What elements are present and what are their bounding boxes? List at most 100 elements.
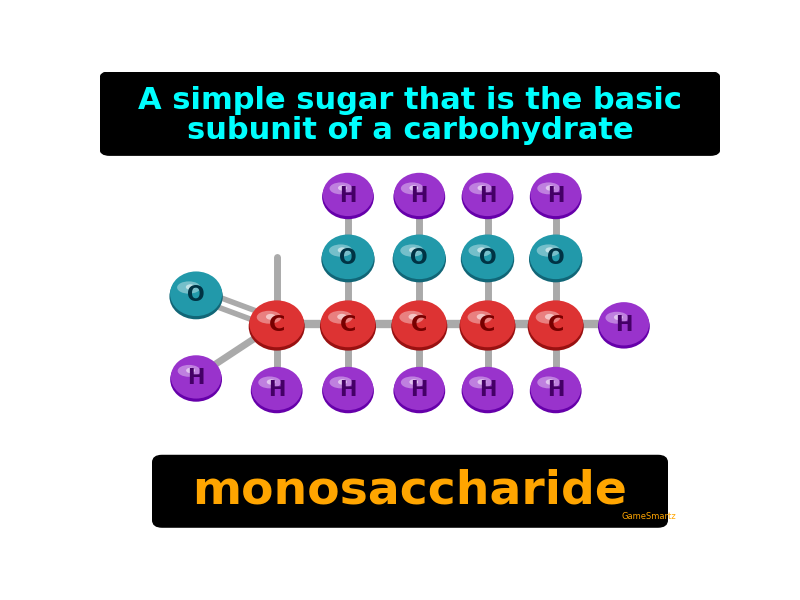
Ellipse shape <box>251 367 302 410</box>
Ellipse shape <box>399 311 424 323</box>
Ellipse shape <box>257 311 282 323</box>
Ellipse shape <box>410 185 418 191</box>
Ellipse shape <box>528 301 583 347</box>
Text: H: H <box>479 380 496 400</box>
Ellipse shape <box>546 247 554 253</box>
Text: C: C <box>411 315 427 335</box>
Ellipse shape <box>530 367 581 410</box>
Text: C: C <box>479 315 496 335</box>
Ellipse shape <box>337 314 346 320</box>
Text: subunit of a carbohydrate: subunit of a carbohydrate <box>186 116 634 145</box>
Ellipse shape <box>530 175 582 219</box>
Ellipse shape <box>178 365 200 377</box>
Ellipse shape <box>460 301 515 347</box>
Ellipse shape <box>322 173 374 216</box>
Ellipse shape <box>249 302 305 350</box>
Ellipse shape <box>462 367 513 410</box>
Ellipse shape <box>536 311 560 323</box>
Ellipse shape <box>459 302 515 350</box>
Ellipse shape <box>462 369 514 413</box>
Ellipse shape <box>469 244 492 257</box>
Ellipse shape <box>171 355 222 398</box>
Ellipse shape <box>478 185 486 191</box>
Ellipse shape <box>393 236 446 283</box>
Text: H: H <box>615 315 633 335</box>
Text: O: O <box>478 248 496 268</box>
Text: H: H <box>268 380 286 400</box>
Ellipse shape <box>469 182 492 194</box>
Ellipse shape <box>530 235 582 279</box>
Text: H: H <box>410 380 428 400</box>
Ellipse shape <box>266 314 275 320</box>
Ellipse shape <box>478 379 486 385</box>
Text: H: H <box>339 185 357 206</box>
Text: C: C <box>340 315 356 335</box>
Ellipse shape <box>321 301 375 347</box>
Ellipse shape <box>322 235 374 279</box>
Ellipse shape <box>338 185 347 191</box>
Text: O: O <box>339 248 357 268</box>
Ellipse shape <box>598 302 649 346</box>
Text: C: C <box>547 315 564 335</box>
Ellipse shape <box>258 376 281 388</box>
Ellipse shape <box>410 379 418 385</box>
Ellipse shape <box>467 311 492 323</box>
Ellipse shape <box>186 284 195 290</box>
Ellipse shape <box>394 173 445 216</box>
Text: O: O <box>547 248 565 268</box>
Ellipse shape <box>530 369 582 413</box>
Ellipse shape <box>538 182 560 194</box>
Ellipse shape <box>322 367 374 410</box>
Text: O: O <box>187 285 205 305</box>
Ellipse shape <box>186 368 195 373</box>
Text: H: H <box>547 185 564 206</box>
Ellipse shape <box>529 236 582 283</box>
Ellipse shape <box>528 302 584 350</box>
Ellipse shape <box>170 274 222 319</box>
Ellipse shape <box>394 175 445 219</box>
Ellipse shape <box>330 376 352 388</box>
Ellipse shape <box>546 379 554 385</box>
Ellipse shape <box>462 173 513 216</box>
Ellipse shape <box>477 314 486 320</box>
Ellipse shape <box>177 281 201 293</box>
Ellipse shape <box>545 314 554 320</box>
Ellipse shape <box>462 235 514 279</box>
Ellipse shape <box>322 236 374 283</box>
Text: GameSmartz: GameSmartz <box>622 512 676 521</box>
Ellipse shape <box>170 358 222 402</box>
Ellipse shape <box>546 185 554 191</box>
Text: H: H <box>339 380 357 400</box>
Ellipse shape <box>322 369 374 413</box>
Ellipse shape <box>462 175 514 219</box>
Ellipse shape <box>537 244 560 257</box>
Text: C: C <box>269 315 285 335</box>
Ellipse shape <box>394 367 445 410</box>
Ellipse shape <box>409 247 418 253</box>
Ellipse shape <box>251 369 302 413</box>
Ellipse shape <box>409 314 418 320</box>
Ellipse shape <box>469 376 492 388</box>
Text: H: H <box>479 185 496 206</box>
Text: monosaccharide: monosaccharide <box>193 468 627 513</box>
Ellipse shape <box>478 247 486 253</box>
Ellipse shape <box>401 376 423 388</box>
Ellipse shape <box>606 312 628 323</box>
Text: O: O <box>410 248 428 268</box>
Ellipse shape <box>394 369 445 413</box>
Ellipse shape <box>250 301 304 347</box>
Text: H: H <box>547 380 564 400</box>
Ellipse shape <box>320 302 376 350</box>
Ellipse shape <box>530 173 581 216</box>
Ellipse shape <box>391 302 447 350</box>
Ellipse shape <box>266 379 275 385</box>
Ellipse shape <box>328 311 353 323</box>
Ellipse shape <box>394 235 446 279</box>
Ellipse shape <box>330 182 352 194</box>
Ellipse shape <box>400 244 424 257</box>
Ellipse shape <box>329 244 353 257</box>
Ellipse shape <box>401 182 423 194</box>
Ellipse shape <box>538 376 560 388</box>
Text: H: H <box>410 185 428 206</box>
FancyBboxPatch shape <box>153 455 667 527</box>
